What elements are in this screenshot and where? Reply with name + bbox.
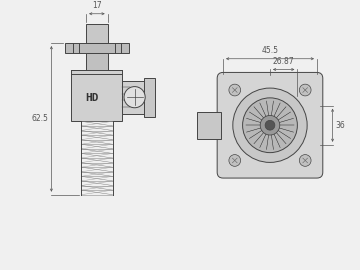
- Bar: [65, 43, 129, 53]
- Text: HD: HD: [85, 93, 99, 103]
- Bar: [197, 112, 221, 139]
- Text: 36: 36: [336, 121, 345, 130]
- Circle shape: [299, 155, 311, 166]
- Bar: [71, 70, 122, 121]
- Circle shape: [243, 98, 297, 153]
- Text: 62.5: 62.5: [32, 114, 49, 123]
- Circle shape: [260, 116, 280, 135]
- Circle shape: [265, 120, 275, 130]
- Bar: [86, 53, 108, 70]
- Text: 45.5: 45.5: [261, 46, 279, 55]
- Circle shape: [299, 84, 311, 96]
- Text: 17: 17: [92, 1, 102, 10]
- Bar: [86, 23, 108, 43]
- Circle shape: [229, 84, 240, 96]
- Bar: [144, 78, 154, 117]
- Circle shape: [233, 88, 307, 163]
- FancyBboxPatch shape: [217, 72, 323, 178]
- Circle shape: [229, 155, 240, 166]
- Bar: [122, 81, 152, 114]
- Text: 26.87: 26.87: [273, 57, 294, 66]
- Circle shape: [124, 87, 145, 108]
